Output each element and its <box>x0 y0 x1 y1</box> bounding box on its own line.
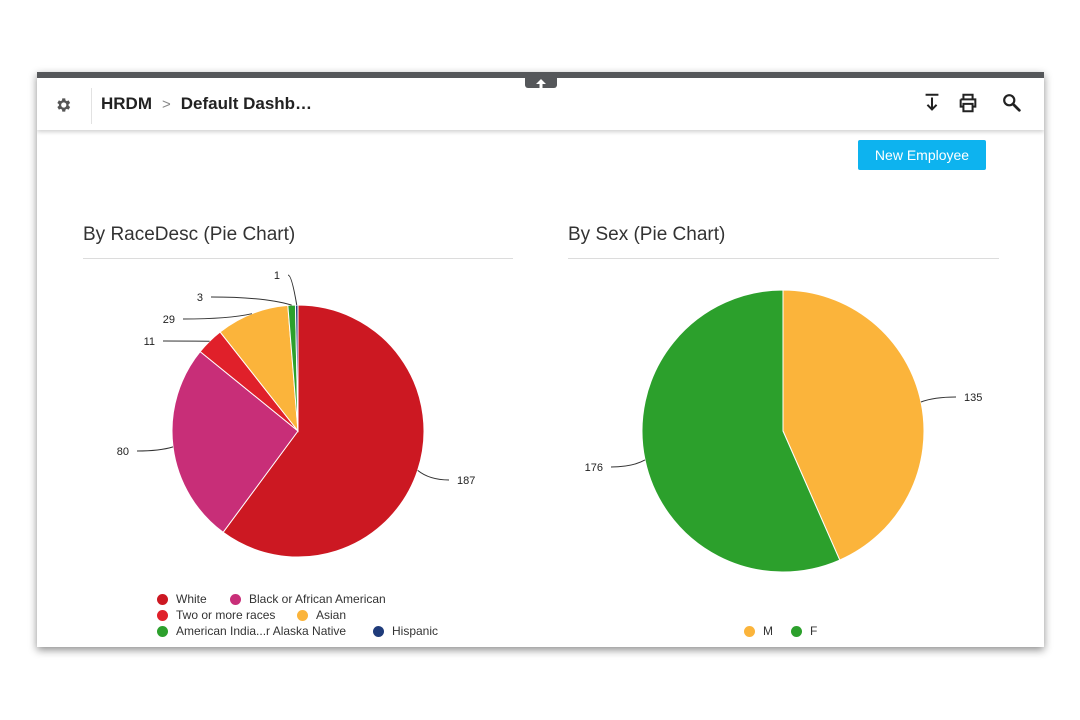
legend-label: F <box>810 624 818 638</box>
slice-value-label: 176 <box>585 462 603 474</box>
race-legend: White Black or African American Two or mor… <box>157 591 456 639</box>
legend-swatch <box>157 609 168 621</box>
slice-label-leader <box>920 396 957 403</box>
legend-swatch <box>744 625 755 637</box>
slice-value-label: 3 <box>197 292 203 304</box>
gear-icon[interactable] <box>54 96 72 114</box>
slice-value-label: 135 <box>964 392 982 404</box>
pie-slice[interactable] <box>171 350 299 534</box>
legend-item[interactable]: Hispanic <box>373 624 438 638</box>
legend-row: White Black or African American <box>157 591 456 607</box>
slice-label-leader <box>210 296 292 306</box>
legend-label: White <box>176 592 207 606</box>
breadcrumb-separator: > <box>162 95 171 113</box>
slice-value-label: 29 <box>163 314 175 326</box>
breadcrumb-dashboard[interactable]: Default Dashb… <box>180 94 313 113</box>
legend-item[interactable]: American India...r Alaska Native <box>157 624 355 638</box>
slice-label-leader <box>417 470 450 481</box>
breadcrumb: HRDM > Default Dashb… <box>101 94 312 114</box>
new-employee-button[interactable]: New Employee <box>858 140 986 170</box>
legend-item[interactable]: F <box>791 624 817 638</box>
print-icon[interactable] <box>957 92 979 114</box>
legend-swatch <box>230 593 241 605</box>
legend-swatch <box>373 625 384 637</box>
legend-item[interactable]: Two or more races <box>157 608 279 622</box>
legend-swatch <box>157 593 168 605</box>
export-icon[interactable] <box>921 92 943 114</box>
sex-pie-chart: 135 176 <box>585 289 982 573</box>
legend-label: Asian <box>316 608 347 622</box>
legend-label: Hispanic <box>392 624 439 638</box>
slice-value-label: 80 <box>117 446 129 458</box>
search-icon[interactable] <box>1001 92 1023 114</box>
legend-swatch <box>791 625 802 637</box>
legend-item[interactable]: Asian <box>297 608 346 622</box>
race-chart-divider <box>83 258 513 259</box>
pie-slice[interactable] <box>294 304 299 432</box>
slice-label-leader <box>136 446 174 452</box>
legend-label: M <box>763 624 773 638</box>
slice-label-leader <box>287 274 298 306</box>
dashboard-window: HRDM > Default Dashb… New Employee By Ra… <box>37 72 1044 647</box>
legend-label: American India...r Alaska Native <box>176 624 347 638</box>
legend-swatch <box>297 609 308 621</box>
slice-value-label: 187 <box>457 475 475 487</box>
slice-label-leader <box>610 459 646 468</box>
slice-value-label: 1 <box>274 270 280 282</box>
legend-label: Black or African American <box>249 592 386 606</box>
legend-row: American India...r Alaska Native Hispanic <box>157 623 456 639</box>
legend-label: Two or more races <box>176 608 276 622</box>
breadcrumb-app[interactable]: HRDM <box>101 94 152 113</box>
pie-slice[interactable] <box>641 289 841 573</box>
collapse-tab[interactable] <box>525 78 557 88</box>
sex-chart-title: By Sex (Pie Chart) <box>568 224 726 245</box>
race-pie-chart: 187 80 11 29 3 1 <box>117 270 475 558</box>
sex-chart-divider <box>568 258 999 259</box>
header-divider <box>91 88 92 124</box>
arrow-up-icon <box>536 79 546 88</box>
slice-label-leader <box>182 313 253 320</box>
pie-slice[interactable] <box>222 304 425 558</box>
legend-item[interactable]: White <box>157 592 212 606</box>
legend-swatch <box>157 625 168 637</box>
race-chart-title: By RaceDesc (Pie Chart) <box>83 224 296 245</box>
pie-slice[interactable] <box>782 289 925 561</box>
legend-item[interactable]: M <box>744 624 773 638</box>
legend-item[interactable]: Black or African American <box>230 592 386 606</box>
slice-value-label: 11 <box>144 336 155 348</box>
legend-row: Two or more races Asian <box>157 607 456 623</box>
